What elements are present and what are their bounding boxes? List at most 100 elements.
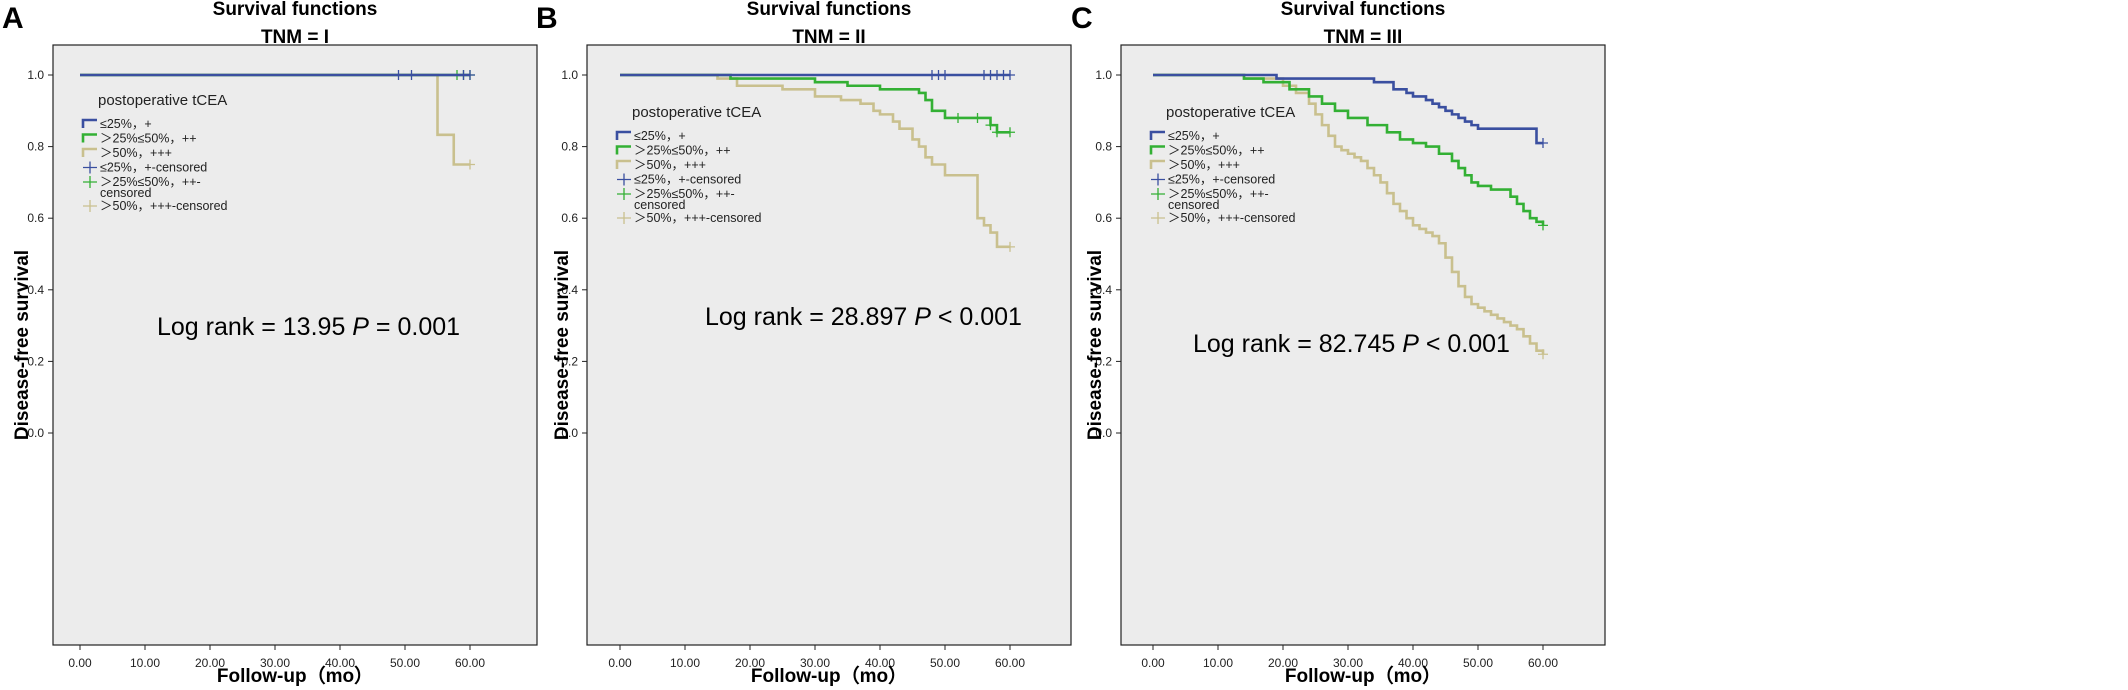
log-rank-annotation: Log rank = 28.897 P < 0.001 [705,303,1022,331]
log-rank-statistic: Log rank = 28.897 [705,303,914,331]
y-tick-label: 0.6 [27,211,44,225]
x-tick-label: 30.00 [800,656,830,670]
y-tick-label: 0.6 [1095,211,1112,225]
legend-entry: ≤25%，+ [100,117,152,131]
x-tick-label: 0.00 [1141,656,1165,670]
panel-b: B Survival functions TNM = II 0.0 0.2 0.4 0.6 0… [536,0,1072,687]
legend-entry: ＞25%≤50%，++- [1168,187,1269,201]
y-tick-label: 0.0 [561,426,578,440]
log-rank-annotation: Log rank = 13.95 P = 0.001 [157,313,460,341]
x-tick-label: 60.00 [1528,656,1558,670]
legend-entry: ≤25%，+-censored [1168,173,1275,187]
x-tick-label: 20.00 [195,656,225,670]
log-rank-statistic: Log rank = 82.745 [1193,330,1402,358]
censor-mark [1005,241,1015,252]
y-tick-label: 0.0 [27,426,44,440]
x-tick-label: 50.00 [930,656,960,670]
legend-swatch [83,161,97,174]
x-axis-label: Follow-up（mo） [217,664,373,687]
legend-entry: ≤25%，+-censored [634,173,741,187]
plot-area [52,44,538,646]
legend-swatch [1151,188,1165,200]
chart-subtitle: TNM = III [1324,27,1403,48]
censor-mark [406,70,417,80]
legend-swatch [615,130,631,140]
x-tick-label: 10.00 [670,656,700,670]
y-tick-label: 0.8 [561,140,578,154]
p-value: < 0.001 [1419,330,1510,358]
y-tick-label: 1.0 [27,68,44,82]
legend-entry: ＞50%，+++ [634,158,706,172]
censor-mark [953,112,963,123]
y-tick-label: 0.4 [1095,283,1112,297]
chart-title: Survival functions [213,0,378,20]
censor-mark [940,70,950,80]
censor-mark [972,112,983,123]
x-axis-label: Follow-up（mo） [1285,664,1441,687]
censor-mark [1538,138,1548,149]
legend-swatch [615,159,631,169]
p-value: < 0.001 [931,303,1022,331]
y-tick-label: 0.4 [27,283,44,297]
chart-subtitle: TNM = II [792,27,865,48]
y-tick-label: 1.0 [1095,68,1112,82]
legend: postoperative tCEA≤25%，+＞25%≤50%，++＞50%，… [81,92,228,213]
chart-subtitle: TNM = I [261,27,329,48]
legend-entry: ＞25%≤50%，++ [634,144,731,158]
legend-swatch [1149,159,1165,169]
legend-entry: ＞50%，+++ [100,146,172,160]
plot-area [586,44,1072,646]
legend-swatch [83,200,97,212]
plot-area [1120,44,1606,646]
legend-swatch [617,188,631,200]
legend-swatch [617,173,631,186]
censor-mark [393,70,404,80]
x-tick-label: 20.00 [1268,656,1298,670]
panel-a: A Survival functions TNM = I 0.0 0.2 0.4 0.6 0.… [2,0,538,687]
legend-swatch [81,147,97,157]
y-axis-label: Disease-free survival [1085,250,1106,440]
y-tick-label: 0.8 [27,140,44,154]
panel-letter: B [536,2,558,35]
legend-entry: ＞50%，+++-censored [100,199,228,213]
censor-mark [465,159,475,170]
x-tick-label: 60.00 [995,656,1025,670]
censor-mark [1538,220,1548,231]
legend-entry-continuation: censored [634,198,685,212]
censor-mark [465,70,475,80]
legend-entry: ＞25%≤50%，++- [634,187,735,201]
legend-title: postoperative tCEA [98,92,227,109]
legend-entry: ＞50%，+++ [1168,158,1240,172]
x-tick-label: 10.00 [130,656,160,670]
legend-title: postoperative tCEA [632,104,761,121]
legend-entry: ＞25%≤50%，++- [100,175,201,189]
legend-swatch [617,212,631,224]
legend-entry: ＞25%≤50%，++ [1168,144,1265,158]
y-axis-label: Disease-free survival [552,250,573,440]
p-value: = 0.001 [369,313,460,341]
survival-curve-2 [1153,73,1545,226]
legend-swatch [81,118,97,128]
legend-entry: ≤25%，+ [1168,129,1220,143]
legend-entry: ＞25%≤50%，++ [100,132,197,146]
log-rank-statistic: Log rank = 13.95 [157,313,352,341]
censor-mark [1538,349,1548,360]
panel-c: C Survival functions TNM = III 0.0 0.2 0.4 0.6… [1071,0,1606,687]
y-tick-label: 1.0 [561,68,578,82]
y-tick-label: 0.8 [1095,140,1112,154]
y-tick-label: 0.6 [561,211,578,225]
p-symbol: P [1402,330,1419,358]
y-axis-label: Disease-free survival [12,250,33,440]
survival-curve-1 [1153,73,1543,145]
x-tick-label: 20.00 [735,656,765,670]
x-tick-label: 40.00 [1398,656,1428,670]
y-tick-label: 0.4 [561,283,578,297]
x-tick-label: 30.00 [1333,656,1363,670]
p-symbol: P [352,313,369,341]
legend: postoperative tCEA ≤25%，+＞25%≤50%，++＞50%，… [1149,104,1296,225]
y-tick-label: 0.2 [561,354,578,368]
legend-title: postoperative tCEA [1166,104,1295,121]
log-rank-annotation: Log rank = 82.745 P < 0.001 [1193,330,1510,358]
x-tick-label: 50.00 [390,656,420,670]
